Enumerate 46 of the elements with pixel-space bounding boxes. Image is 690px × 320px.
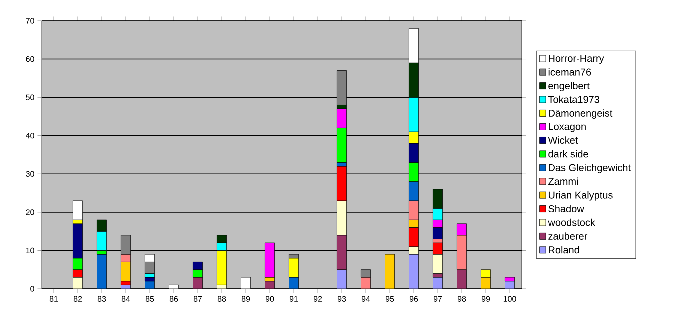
- y-tick-label: 40: [26, 133, 34, 139]
- y-tick-label: 20: [26, 210, 34, 216]
- x-tick-label: 88: [218, 296, 226, 302]
- y-tick-label: 10: [26, 248, 34, 254]
- x-tick-label: 81: [50, 296, 58, 302]
- x-tick-label: 97: [434, 296, 442, 302]
- x-tick-label: 95: [386, 296, 394, 302]
- legend-label: Roland: [549, 246, 580, 254]
- y-tick-label: 0: [30, 286, 34, 292]
- legend-label: Das Gleichgewicht: [549, 164, 631, 174]
- legend-label: iceman76: [548, 68, 592, 76]
- legend-label: Urian Kalyptus: [548, 191, 613, 201]
- y-tick-label: 70: [26, 18, 34, 24]
- x-tick-label: 91: [290, 296, 298, 302]
- legend-label: Horror-Harry: [549, 55, 604, 64]
- legend-label: Shadow: [548, 205, 584, 213]
- x-tick-label: 92: [314, 296, 322, 302]
- legend-label: woodstock: [548, 218, 596, 226]
- legend-label: Zammi: [548, 178, 578, 186]
- x-tick-label: 83: [98, 296, 106, 302]
- x-tick-label: 94: [362, 296, 370, 302]
- x-tick-label: 96: [410, 296, 418, 302]
- legend-label: Tokata1973: [548, 96, 600, 104]
- bar: [73, 200, 84, 220]
- y-tick-label: 60: [26, 56, 34, 62]
- x-tick-label: 100: [504, 296, 516, 302]
- legend-label: dark side: [548, 150, 588, 158]
- x-tick-label: 87: [194, 296, 202, 302]
- x-tick-label: 82: [74, 296, 82, 302]
- bar: [265, 242, 276, 278]
- legend-label: engelbert: [548, 82, 590, 92]
- x-tick-label: 99: [482, 296, 490, 302]
- x-tick-label: 85: [146, 296, 154, 302]
- x-tick-label: 90: [266, 296, 274, 302]
- x-tick-label: 86: [170, 296, 178, 302]
- legend-label: zauberer: [548, 232, 588, 240]
- x-tick-label: 98: [458, 296, 466, 302]
- x-tick-label: 93: [338, 296, 346, 302]
- legend-label: Dämonengeist: [549, 110, 613, 119]
- legend-label: Wicket: [548, 136, 578, 144]
- x-tick-label: 89: [242, 296, 250, 302]
- legend-label: Loxagon: [549, 123, 586, 132]
- x-tick-label: 84: [122, 296, 130, 302]
- y-tick-label: 50: [26, 94, 34, 100]
- bar: [337, 70, 348, 106]
- y-tick-label: 30: [26, 171, 34, 177]
